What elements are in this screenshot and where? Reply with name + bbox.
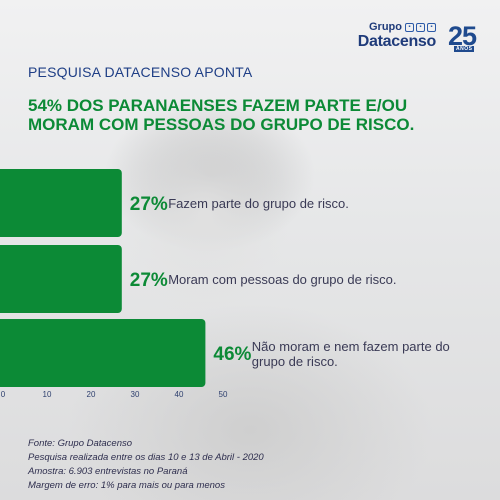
bar-category-label-2: Moram com pessoas do grupo de risco. (168, 272, 396, 287)
x-tick-label-0: 0 (1, 390, 6, 399)
bar-category-label-3: Não moram e nem fazem parte do grupo de r… (252, 339, 450, 369)
bar-2 (0, 245, 122, 313)
note-sample: Amostra: 6.903 entrevistas no Paraná (28, 466, 188, 477)
note-source: Fonte: Grupo Datacenso (28, 438, 133, 449)
logo-name: Datacenso (357, 33, 437, 50)
anniversary-label: ANOS (454, 46, 475, 52)
kicker-text: PESQUISA DATACENSO APONTA (28, 64, 253, 80)
x-tick-label-10: 10 (43, 390, 52, 399)
anniversary-badge: 25 ANOS (444, 18, 480, 54)
bar-value-label-2: 27% (130, 270, 168, 291)
bar-chart: 27% Fazem parte do grupo de risco.27% Mora… (0, 169, 450, 399)
logo-wordmark: Grupo ▪ ▪ ▪ Datacenso (357, 21, 437, 50)
bar-value-label-3: 46% (213, 344, 251, 365)
x-tick-label-40: 40 (175, 390, 184, 399)
bar-category-label-1: Fazem parte do grupo de risco. (168, 196, 349, 211)
bar-3 (0, 319, 206, 387)
x-tick-label-50: 50 (219, 390, 228, 399)
headline: 54% DOS PARANAENSES FAZEM PARTE E/OU MOR… (28, 96, 415, 134)
note-margin: Margem de erro: 1% para mais ou para men… (28, 480, 225, 491)
logo-group-label: Grupo (369, 21, 402, 33)
bar-1 (0, 169, 122, 237)
note-dates: Pesquisa realizada entre os dias 10 e 13… (28, 452, 264, 463)
x-tick-label-30: 30 (131, 390, 140, 399)
footnotes: Fonte: Grupo Datacenso Pesquisa realizad… (28, 437, 264, 493)
x-tick-label-20: 20 (87, 390, 96, 399)
bar-value-label-1: 27% (130, 194, 168, 215)
brand-logo: Grupo ▪ ▪ ▪ Datacenso 25 ANOS (358, 18, 480, 54)
logo-symbols-icon: ▪ ▪ ▪ (405, 23, 436, 32)
